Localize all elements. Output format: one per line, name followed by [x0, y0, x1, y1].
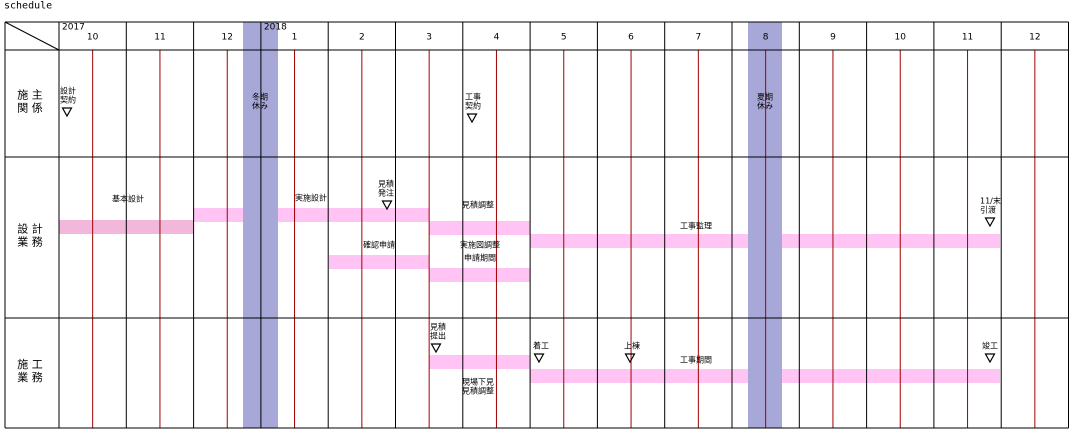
note-label: 見積 — [378, 179, 394, 189]
row-label: 施 工 — [17, 358, 43, 371]
note-label: 工事監理 — [680, 221, 712, 231]
note-label: 工事 — [465, 92, 481, 102]
note-label: 契約 — [465, 101, 481, 111]
year-label: 2018 — [264, 23, 287, 33]
note-label: 冬期 — [252, 92, 268, 102]
month-label: 6 — [628, 33, 634, 43]
schedule-bar — [329, 255, 429, 269]
row-label: 関 係 — [17, 102, 43, 115]
note-label: 着工 — [533, 341, 549, 351]
milestone-marker — [61, 107, 73, 118]
row-label: 施 主 — [17, 89, 43, 102]
schedule-bar — [530, 234, 748, 248]
year-label: 2017 — [62, 23, 85, 33]
milestone-marker — [984, 217, 996, 228]
schedule-bar — [782, 234, 1000, 248]
note-label: 休み — [252, 101, 268, 111]
grid-layer — [4, 21, 1069, 429]
milestone-marker — [430, 343, 442, 354]
month-label: 3 — [426, 33, 432, 43]
note-label: 基本設計 — [112, 194, 144, 204]
schedule-bar — [530, 369, 748, 383]
month-label: 12 — [222, 33, 233, 43]
month-label: 11 — [154, 33, 165, 43]
month-label: 12 — [1029, 33, 1040, 43]
month-label: 7 — [695, 33, 701, 43]
note-label: 確認申請 — [363, 240, 395, 250]
note-label: 発注 — [378, 188, 394, 198]
note-label: 休み — [757, 101, 773, 111]
note-label: 上棟 — [624, 341, 640, 351]
note-label: 工事期間 — [680, 355, 712, 365]
note-label: 見積 — [430, 322, 446, 332]
month-label: 8 — [763, 33, 769, 43]
month-label: 5 — [561, 33, 567, 43]
note-label: 契約 — [60, 95, 76, 105]
month-label: 10 — [895, 33, 907, 43]
text-layer: 2017 201810 11 12 1 2 3 4 5 6 7 8 9 10 11 12施 主関 係設計契約冬… — [17, 23, 1040, 396]
month-label: 10 — [87, 33, 99, 43]
note-label: 実施設計 — [295, 193, 327, 203]
note-label: 11/末 — [980, 196, 1001, 206]
note-label: 見積調整 — [462, 386, 494, 396]
milestone-marker — [533, 353, 545, 364]
row-label: 業 務 — [17, 235, 43, 249]
milestone-marker — [381, 200, 393, 211]
holiday-band — [748, 22, 782, 428]
note-label: 引渡 — [980, 205, 996, 215]
diagonal-line — [4, 21, 60, 51]
background-layer — [59, 22, 1000, 428]
schedule-bar — [429, 268, 530, 282]
schedule-bar — [278, 208, 429, 222]
month-label: 1 — [292, 33, 298, 43]
note-label: 申請期間 — [464, 253, 496, 263]
note-label: 見積調整 — [462, 200, 494, 210]
note-label: 提出 — [430, 331, 446, 341]
schedule-bar — [782, 369, 1000, 383]
month-label: 9 — [830, 33, 836, 43]
milestone-marker — [624, 353, 636, 364]
page-title: schedule — [4, 0, 52, 11]
note-label: 実施図調整 — [460, 240, 500, 250]
milestone-marker — [984, 353, 996, 364]
month-label: 2 — [359, 33, 365, 43]
note-label: 夏期 — [757, 93, 773, 102]
note-label: 竣工 — [982, 341, 998, 351]
row-label: 業 務 — [17, 370, 43, 384]
month-label: 4 — [494, 33, 500, 43]
schedule-bar — [429, 355, 530, 369]
milestone-marker — [466, 113, 478, 124]
note-label: 現場下見 — [462, 377, 494, 387]
month-label: 11 — [962, 33, 973, 43]
note-label: 設計 — [60, 86, 76, 96]
schedule-bar — [193, 208, 243, 222]
row-label: 設 計 — [17, 222, 43, 236]
schedule-bar — [429, 221, 530, 235]
